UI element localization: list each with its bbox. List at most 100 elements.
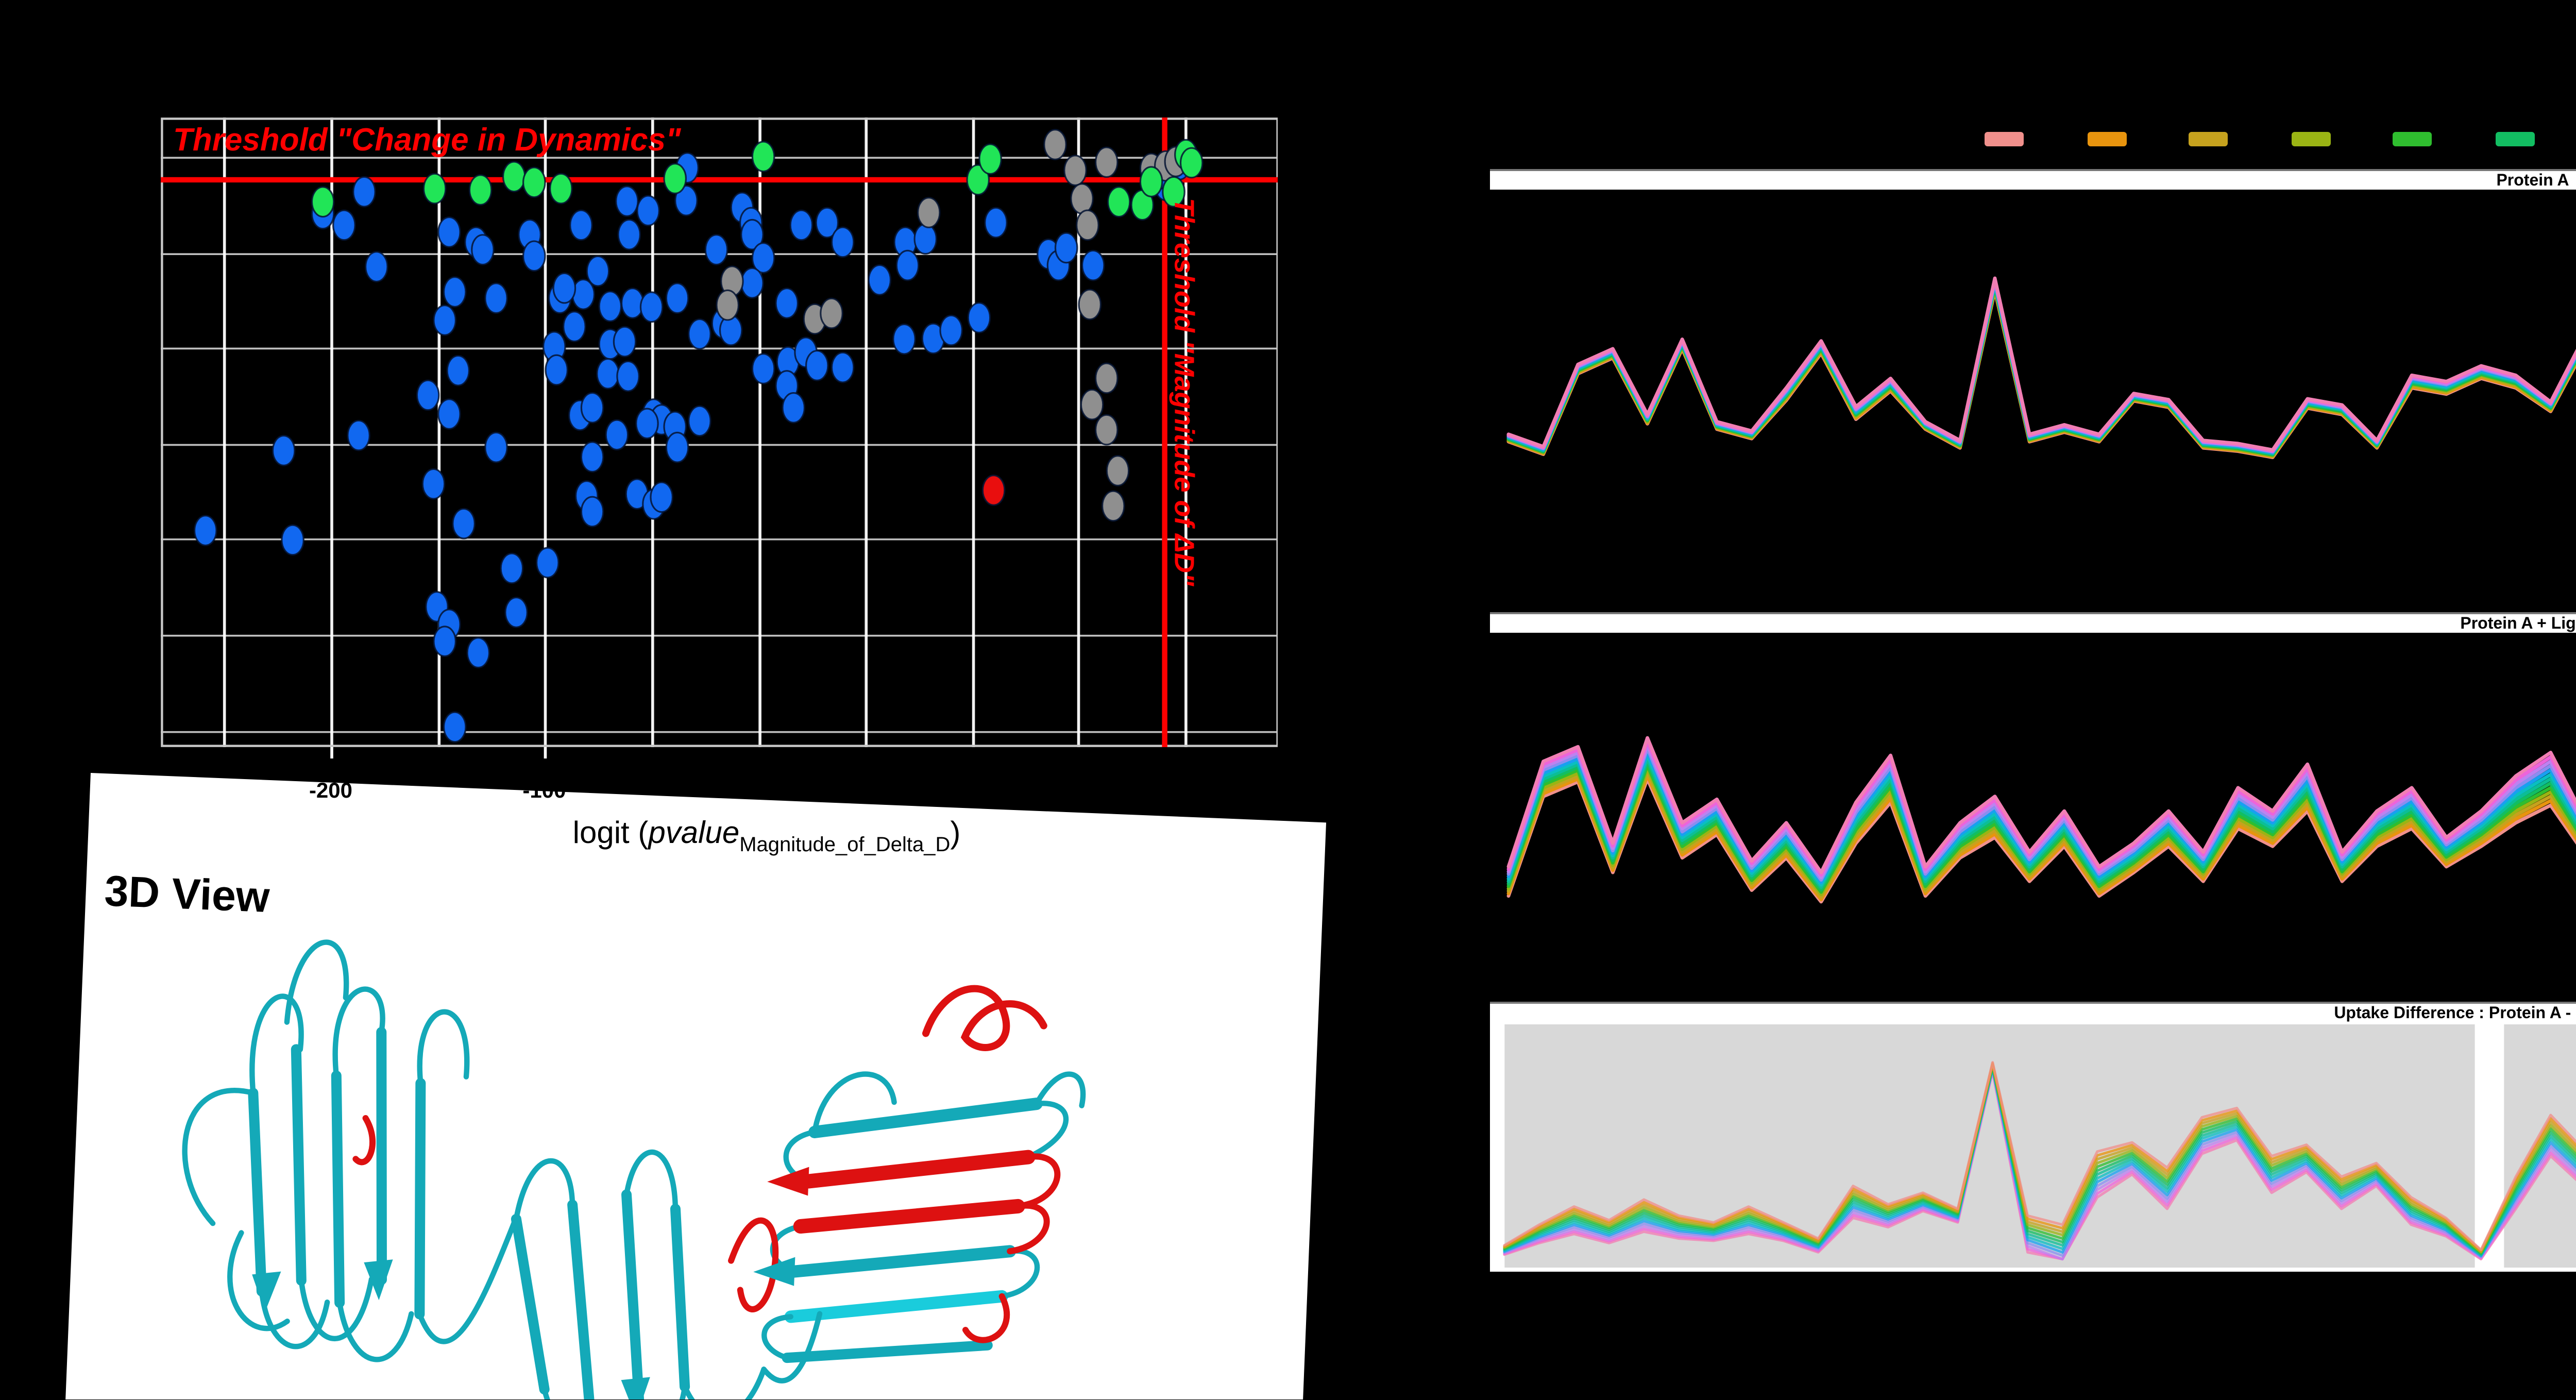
volcano-point[interactable] xyxy=(703,234,727,266)
volcano-point[interactable] xyxy=(664,431,688,463)
volcano-point[interactable] xyxy=(499,552,523,584)
volcano-point[interactable] xyxy=(829,351,854,383)
volcano-point[interactable] xyxy=(1106,186,1130,218)
volcano-point[interactable] xyxy=(548,173,572,205)
volcano-point[interactable] xyxy=(612,326,636,358)
volcano-point[interactable] xyxy=(894,249,919,281)
volcano-point[interactable] xyxy=(585,255,609,287)
volcano-point[interactable] xyxy=(579,496,603,528)
volcano-point[interactable] xyxy=(1069,183,1093,215)
volcano-point[interactable] xyxy=(977,143,1001,175)
volcano-point[interactable] xyxy=(1094,414,1117,446)
volcano-point[interactable] xyxy=(420,468,445,500)
volcano-point[interactable] xyxy=(983,207,1007,239)
volcano-point[interactable] xyxy=(544,354,567,386)
volcano-point[interactable] xyxy=(551,272,575,304)
volcano-point[interactable] xyxy=(804,350,828,381)
volcano-point[interactable] xyxy=(1053,232,1077,264)
volcano-point[interactable] xyxy=(597,291,621,323)
volcano-point[interactable] xyxy=(774,288,798,319)
volcano-point[interactable] xyxy=(614,185,638,217)
volcano-point[interactable] xyxy=(781,392,805,424)
volcano-point[interactable] xyxy=(891,323,915,355)
volcano-point[interactable] xyxy=(615,360,639,392)
volcano-point[interactable] xyxy=(421,173,446,205)
protein-structure[interactable] xyxy=(126,920,1259,1400)
volcano-point[interactable] xyxy=(451,508,474,539)
volcano-point[interactable] xyxy=(687,318,710,350)
volcano-point[interactable] xyxy=(415,379,439,411)
volcano-point[interactable] xyxy=(965,164,989,196)
timepoint-legend-swatch[interactable] xyxy=(1985,132,2024,146)
volcano-point[interactable] xyxy=(501,161,525,193)
volcano-point[interactable] xyxy=(1075,209,1098,241)
volcano-point[interactable] xyxy=(280,524,303,556)
uptake-chart-protein-a-ligand[interactable] xyxy=(1489,630,2576,955)
volcano-point[interactable] xyxy=(938,314,962,346)
volcano-point[interactable] xyxy=(739,267,763,299)
volcano-point[interactable] xyxy=(579,441,603,473)
volcano-point[interactable] xyxy=(750,141,774,173)
volcano-point[interactable] xyxy=(673,184,697,216)
volcano-point[interactable] xyxy=(980,475,1005,506)
volcano-plot[interactable] xyxy=(160,117,1278,761)
volcano-point[interactable] xyxy=(193,515,216,547)
volcano-point[interactable] xyxy=(465,637,489,669)
volcano-point[interactable] xyxy=(535,547,558,579)
volcano-point[interactable] xyxy=(649,481,672,513)
volcano-point[interactable] xyxy=(436,216,460,248)
volcano-point[interactable] xyxy=(750,242,774,274)
volcano-point[interactable] xyxy=(351,176,375,208)
volcano-point[interactable] xyxy=(442,276,466,308)
timepoint-legend-swatch[interactable] xyxy=(2393,132,2432,146)
volcano-point[interactable] xyxy=(1178,147,1202,179)
volcano-point[interactable] xyxy=(445,355,469,386)
volcano-point[interactable] xyxy=(814,207,838,239)
volcano-point[interactable] xyxy=(750,353,774,384)
volcano-point[interactable] xyxy=(966,302,990,333)
volcano-point[interactable] xyxy=(442,711,466,743)
volcano-point[interactable] xyxy=(916,197,940,228)
volcano-point[interactable] xyxy=(634,408,658,440)
volcano-point[interactable] xyxy=(739,218,763,250)
timepoint-legend-swatch[interactable] xyxy=(2189,132,2228,146)
volcano-point[interactable] xyxy=(521,240,545,272)
volcano-point[interactable] xyxy=(568,209,592,241)
timepoint-legend-swatch[interactable] xyxy=(2495,132,2534,146)
volcano-point[interactable] xyxy=(616,218,640,250)
volcano-point[interactable] xyxy=(819,297,842,329)
volcano-point[interactable] xyxy=(1042,129,1066,160)
volcano-point[interactable] xyxy=(579,392,603,424)
volcano-point[interactable] xyxy=(912,223,937,255)
volcano-point[interactable] xyxy=(483,431,507,463)
volcano-point[interactable] xyxy=(562,311,585,343)
volcano-point[interactable] xyxy=(687,405,710,437)
timepoint-legend-swatch[interactable] xyxy=(2087,132,2126,146)
volcano-point[interactable] xyxy=(1100,490,1124,522)
volcano-point[interactable] xyxy=(467,174,492,206)
volcano-point[interactable] xyxy=(604,419,628,451)
volcano-point[interactable] xyxy=(1062,155,1086,187)
timepoint-legend-swatch[interactable] xyxy=(2291,132,2330,146)
uptake-difference-chart[interactable] xyxy=(1489,1021,2576,1271)
volcano-point[interactable] xyxy=(1079,389,1103,420)
volcano-point[interactable] xyxy=(346,419,369,451)
volcano-point[interactable] xyxy=(1161,176,1184,208)
volcano-point[interactable] xyxy=(635,195,659,227)
volcano-point[interactable] xyxy=(1077,289,1101,321)
uptake-chart-protein-a[interactable] xyxy=(1489,187,2576,537)
volcano-point[interactable] xyxy=(436,398,460,430)
volcano-point[interactable] xyxy=(1094,146,1117,178)
volcano-point[interactable] xyxy=(310,186,334,218)
volcano-point[interactable] xyxy=(788,209,812,241)
volcano-point[interactable] xyxy=(331,209,355,241)
volcano-point[interactable] xyxy=(638,291,663,323)
volcano-point[interactable] xyxy=(432,305,455,336)
volcano-point[interactable] xyxy=(662,163,686,194)
volcano-point[interactable] xyxy=(1094,362,1117,394)
volcano-point[interactable] xyxy=(1080,249,1104,281)
volcano-point[interactable] xyxy=(664,282,688,314)
volcano-point[interactable] xyxy=(829,226,854,258)
volcano-point[interactable] xyxy=(867,264,891,296)
volcano-point[interactable] xyxy=(483,282,507,314)
